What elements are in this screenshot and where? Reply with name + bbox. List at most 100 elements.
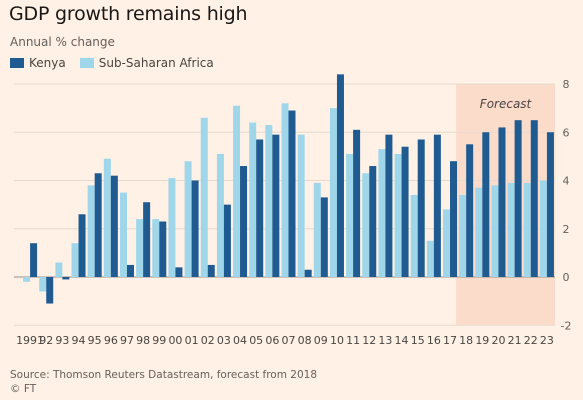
- y-tick-label: 4: [563, 175, 570, 188]
- bar-ssa: [443, 209, 451, 277]
- chart-legend: Kenya Sub-Saharan Africa: [10, 56, 228, 70]
- bar-ssa: [119, 192, 127, 277]
- x-tick-label: 22: [524, 334, 538, 347]
- bar-kenya: [546, 132, 554, 277]
- bar-kenya: [498, 127, 506, 277]
- bar-kenya: [369, 166, 377, 277]
- bar-ssa: [168, 178, 176, 277]
- bar-ssa: [23, 277, 31, 282]
- x-tick-label: 02: [201, 334, 215, 347]
- bar-kenya: [304, 269, 312, 277]
- bar-kenya: [126, 264, 134, 277]
- x-tick-label: 17: [443, 334, 457, 347]
- bar-ssa: [362, 173, 370, 277]
- x-tick-label: 16: [427, 334, 441, 347]
- chart-subtitle: Annual % change: [10, 35, 115, 49]
- bar-ssa: [265, 125, 273, 277]
- bar-kenya: [320, 197, 328, 277]
- bar-ssa: [410, 194, 418, 277]
- x-tick-label: 12: [362, 334, 376, 347]
- x-tick-label: 97: [120, 334, 134, 347]
- bar-ssa: [136, 219, 144, 277]
- bar-kenya: [288, 110, 296, 277]
- bar-ssa: [55, 262, 63, 277]
- x-tick-label: 00: [168, 334, 182, 347]
- bar-ssa: [378, 149, 386, 277]
- bar-kenya: [272, 134, 280, 277]
- bar-kenya: [353, 129, 361, 277]
- y-tick-label: 2: [563, 223, 570, 236]
- x-tick-label: 92: [39, 334, 53, 347]
- bar-kenya: [256, 139, 264, 277]
- bar-kenya: [223, 204, 231, 277]
- x-tick-label: 05: [249, 334, 263, 347]
- bar-kenya: [240, 166, 248, 277]
- x-tick-label: 04: [233, 334, 247, 347]
- bar-ssa: [39, 277, 47, 292]
- chart-credit: © FT: [10, 383, 37, 395]
- bar-kenya: [450, 161, 458, 277]
- bar-ssa: [507, 182, 515, 277]
- bar-ssa: [346, 153, 354, 277]
- legend-swatch-ssa: [79, 58, 94, 68]
- bar-ssa: [281, 103, 289, 277]
- bar-kenya: [62, 277, 70, 280]
- bar-kenya: [94, 173, 102, 277]
- y-tick-label: 8: [563, 78, 570, 91]
- bar-ssa: [216, 153, 224, 277]
- legend-label-ssa: Sub-Saharan Africa: [98, 56, 214, 70]
- x-tick-label: 19: [475, 334, 489, 347]
- x-tick-label: 20: [491, 334, 505, 347]
- forecast-label: Forecast: [480, 97, 533, 111]
- bar-kenya: [191, 180, 199, 277]
- bar-kenya: [110, 175, 118, 277]
- bar-ssa: [103, 158, 111, 277]
- chart-source: Source: Thomson Reuters Datastream, fore…: [10, 369, 318, 381]
- x-tick-label: 99: [152, 334, 166, 347]
- bar-ssa: [459, 194, 467, 277]
- y-tick-label: 0: [563, 271, 570, 284]
- x-tick-label: 93: [55, 334, 69, 347]
- bar-ssa: [329, 108, 337, 277]
- bar-ssa: [491, 185, 499, 277]
- x-tick-label: 13: [378, 334, 392, 347]
- x-tick-label: 14: [395, 334, 409, 347]
- x-tick-label: 03: [217, 334, 231, 347]
- bar-ssa: [249, 122, 257, 277]
- bar-kenya: [175, 267, 183, 277]
- legend-item-kenya: Kenya: [10, 56, 66, 70]
- bar-ssa: [475, 187, 483, 277]
- x-tick-label: 1991: [16, 334, 44, 347]
- x-tick-label: 95: [88, 334, 102, 347]
- bar-ssa: [297, 134, 305, 277]
- bar-ssa: [184, 161, 192, 277]
- bar-ssa: [233, 105, 241, 278]
- x-tick-label: 15: [411, 334, 425, 347]
- chart-title: GDP growth remains high: [9, 3, 248, 25]
- x-tick-label: 21: [508, 334, 522, 347]
- bar-kenya: [514, 120, 522, 277]
- legend-swatch-kenya: [10, 58, 24, 68]
- bar-kenya: [207, 264, 215, 277]
- bar-ssa: [523, 182, 531, 277]
- bar-kenya: [401, 146, 409, 277]
- bar-ssa: [426, 240, 434, 277]
- bar-ssa: [313, 182, 321, 277]
- bar-kenya: [433, 134, 441, 277]
- bar-kenya: [530, 120, 538, 277]
- bar-ssa: [394, 153, 402, 277]
- bar-kenya: [466, 144, 474, 277]
- bar-kenya: [46, 277, 54, 304]
- bar-ssa: [200, 117, 208, 278]
- x-tick-label: 06: [265, 334, 279, 347]
- bar-ssa: [539, 180, 547, 277]
- legend-label-kenya: Kenya: [29, 56, 66, 70]
- bar-kenya: [78, 214, 86, 277]
- bar-ssa: [87, 185, 95, 277]
- bar-ssa: [152, 219, 160, 277]
- x-tick-label: 94: [72, 334, 86, 347]
- x-tick-label: 09: [314, 334, 328, 347]
- bar-kenya: [30, 243, 38, 277]
- x-tick-label: 23: [540, 334, 554, 347]
